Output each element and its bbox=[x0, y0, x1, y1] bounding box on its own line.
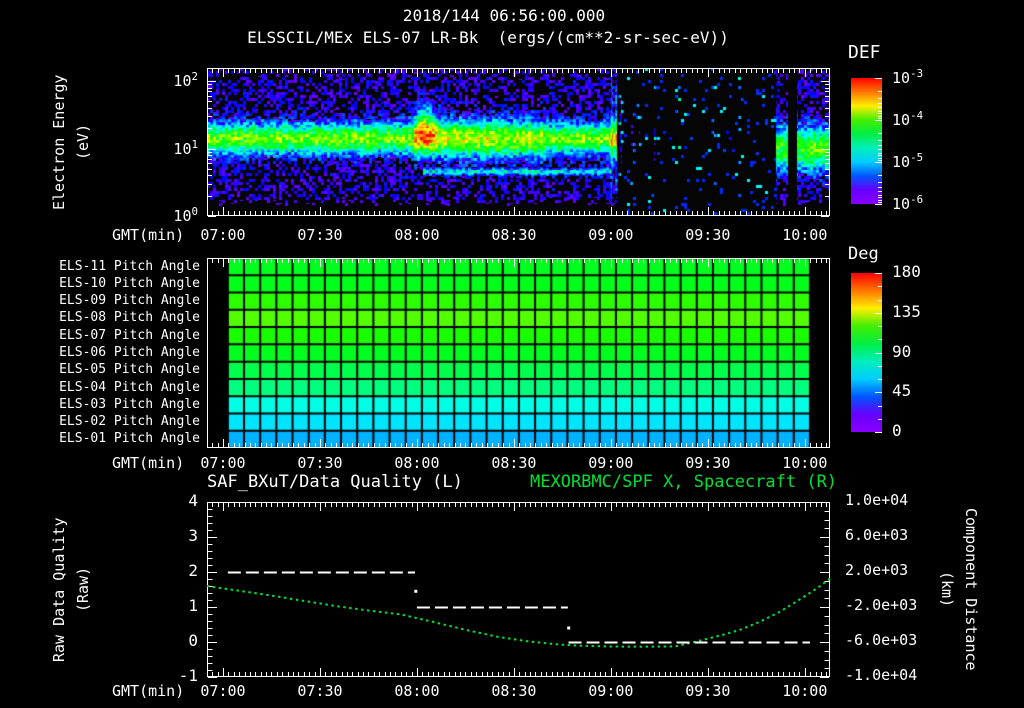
quality-tick-label: 3 bbox=[188, 526, 198, 545]
def-tick-label: 10-6 bbox=[892, 193, 924, 213]
energy-tick-label: 102 bbox=[173, 70, 198, 90]
pitch-row-label: ELS-05 Pitch Angle bbox=[59, 362, 200, 378]
distance-tick-label: -2.0e+03 bbox=[845, 596, 918, 614]
quality-transition-point bbox=[567, 626, 571, 630]
spacecraft-x-distance-curve bbox=[206, 577, 832, 648]
x-tick-label: 10:00 bbox=[782, 226, 828, 244]
x-tick-label: 09:00 bbox=[588, 682, 634, 700]
quality-tick-label: 1 bbox=[188, 596, 198, 615]
pitch-row-label: ELS-09 Pitch Angle bbox=[59, 293, 200, 309]
energy-tick-label: 100 bbox=[173, 205, 198, 225]
x-tick-label: 09:30 bbox=[685, 226, 731, 244]
distance-tick-label: -6.0e+03 bbox=[845, 631, 918, 649]
def-colorbar-title: DEF bbox=[848, 42, 881, 63]
pitch-row-label: ELS-06 Pitch Angle bbox=[59, 345, 200, 360]
x-tick-label: 07:30 bbox=[297, 226, 343, 244]
distance-tick-label: -1.0e+04 bbox=[845, 666, 918, 684]
distance-tick-label: 2.0e+03 bbox=[845, 561, 909, 579]
page-title: 2018/144 06:56:00.000 bbox=[402, 6, 606, 25]
x-tick-label: 07:00 bbox=[200, 682, 246, 700]
distance-tick-label: 1.0e+04 bbox=[845, 491, 909, 509]
x-tick-label: 09:00 bbox=[588, 226, 634, 244]
x-tick-label: 10:00 bbox=[782, 454, 828, 472]
deg-tick-label: 45 bbox=[892, 381, 912, 401]
quality-tick-label: 2 bbox=[188, 561, 198, 580]
deg-tick-label: 90 bbox=[892, 341, 912, 361]
x-tick-label: 08:00 bbox=[394, 226, 440, 244]
pitch-row-label: ELS-07 Pitch Angle bbox=[59, 327, 200, 343]
pitch-row-label: ELS-11 Pitch Angle bbox=[59, 258, 200, 274]
line-panel-title-left: SAF_BXuT/Data Quality (L) bbox=[207, 472, 463, 492]
def-tick-label: 10-3 bbox=[892, 67, 924, 87]
energy-tick-label: 101 bbox=[173, 137, 198, 158]
distance-axis-label: Component Distance bbox=[961, 508, 980, 671]
def-tick-label: 10-5 bbox=[892, 151, 924, 171]
pitch-row-label: ELS-04 Pitch Angle bbox=[59, 379, 200, 395]
x-tick-label: 09:30 bbox=[685, 682, 731, 700]
quality-tick-label: 0 bbox=[188, 631, 198, 650]
gmt-label-line: GMT(min) bbox=[112, 682, 185, 700]
electron-energy-spectrogram bbox=[207, 68, 830, 216]
x-tick-label: 10:00 bbox=[782, 682, 828, 700]
x-tick-label: 07:00 bbox=[200, 454, 246, 472]
pitch-row-label: ELS-10 Pitch Angle bbox=[59, 275, 200, 291]
plot-subtitle: ELSSCIL/MEx ELS-07 LR-Bk (ergs/(cm**2-sr… bbox=[247, 28, 729, 47]
def-colorbar bbox=[851, 78, 882, 204]
quality-tick-label: -1 bbox=[178, 666, 198, 685]
x-tick-label: 09:30 bbox=[685, 454, 731, 472]
deg-tick-label: 180 bbox=[892, 262, 921, 281]
deg-tick-label: 135 bbox=[892, 301, 921, 321]
x-tick-label: 08:00 bbox=[394, 682, 440, 700]
line-panel-title-right: MEXORBMC/SPF X, Spacecraft (R) bbox=[530, 472, 838, 492]
pitch-angle-grid bbox=[207, 258, 830, 448]
def-tick-label: 10-4 bbox=[892, 109, 924, 129]
pitch-row-label: ELS-01 Pitch Angle bbox=[59, 431, 200, 447]
pitch-row-label: ELS-08 Pitch Angle bbox=[59, 310, 200, 326]
pitch-row-label: ELS-02 Pitch Angle bbox=[59, 414, 200, 430]
deg-tick-label: 0 bbox=[892, 421, 902, 440]
quality-transition-point bbox=[414, 589, 418, 593]
gmt-label-pitch: GMT(min) bbox=[112, 454, 185, 472]
x-tick-label: 09:00 bbox=[588, 454, 634, 472]
gmt-label-energy: GMT(min) bbox=[112, 226, 185, 244]
quality-tick-label: 4 bbox=[188, 491, 198, 510]
pitch-row-label: ELS-03 Pitch Angle bbox=[59, 396, 200, 412]
distance-tick-label: 6.0e+03 bbox=[845, 526, 909, 544]
x-tick-label: 07:30 bbox=[297, 454, 343, 472]
deg-colorbar bbox=[851, 273, 882, 432]
x-tick-label: 08:30 bbox=[491, 226, 537, 244]
x-tick-label: 07:00 bbox=[200, 226, 246, 244]
x-tick-label: 07:30 bbox=[297, 682, 343, 700]
distance-axis-units: (km) bbox=[937, 571, 956, 608]
deg-colorbar-title: Deg bbox=[848, 244, 879, 264]
x-tick-label: 08:00 bbox=[394, 454, 440, 472]
x-tick-label: 08:30 bbox=[491, 682, 537, 700]
x-tick-label: 08:30 bbox=[491, 454, 537, 472]
